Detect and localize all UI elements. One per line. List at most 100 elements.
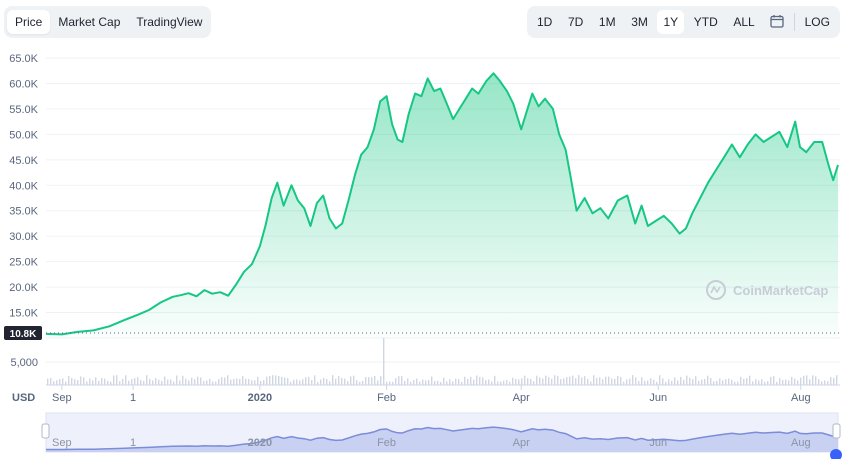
tab-market-cap[interactable]: Market Cap <box>58 15 121 29</box>
y-tick-label: 35.0K <box>9 206 38 218</box>
volume-bar <box>293 379 295 385</box>
y-tick-label: 60.0K <box>9 78 38 90</box>
volume-bar <box>698 380 700 385</box>
volume-bar <box>584 376 586 385</box>
volume-bar <box>209 378 211 385</box>
volume-bar <box>194 379 196 385</box>
volume-bar <box>245 378 247 385</box>
volume-bar <box>380 376 382 385</box>
volume-bar <box>722 380 724 385</box>
volume-bar <box>416 378 418 385</box>
x-axis: Sep 1 2020 Feb Apr Jun Aug <box>52 385 811 404</box>
volume-bar <box>251 380 253 385</box>
volume-bar <box>404 380 406 385</box>
volume-bar <box>230 379 232 385</box>
volume-bar <box>755 379 757 385</box>
volume-bar <box>797 380 799 385</box>
volume-bar <box>128 380 130 385</box>
range-1y[interactable]: 1Y <box>657 10 685 34</box>
volume-bar <box>443 377 445 385</box>
y-tick-label: 20.0K <box>9 282 38 294</box>
volume-bar <box>728 378 730 385</box>
volume-bar <box>821 381 823 385</box>
volume-bar <box>545 375 547 385</box>
volume-bar <box>479 376 481 385</box>
volume-bar <box>638 380 640 385</box>
volume-bar <box>641 377 643 385</box>
navigator[interactable]: Sep 1 2020 Feb Apr Jun Aug <box>41 412 841 453</box>
navigator-area <box>46 427 838 452</box>
volume-bar <box>353 375 355 385</box>
volume-bar <box>593 375 595 385</box>
volume-bar <box>485 380 487 385</box>
volume-bar <box>776 381 778 385</box>
volume-bar <box>437 380 439 385</box>
volume-bar <box>440 381 442 385</box>
volume-bar <box>332 375 334 385</box>
volume-bar <box>206 380 208 385</box>
volume-bar <box>467 378 469 385</box>
range-7d[interactable]: 7D <box>567 15 584 29</box>
navigator-scroll-button[interactable] <box>830 449 842 459</box>
range-1m[interactable]: 1M <box>598 15 616 29</box>
navigator-left-handle[interactable] <box>41 423 50 439</box>
volume-bar <box>275 375 277 385</box>
volume-bar <box>767 381 769 385</box>
volume-bar <box>833 377 835 385</box>
volume-bar <box>758 380 760 385</box>
volume-bar <box>263 380 265 385</box>
volume-bar <box>143 380 145 385</box>
tab-price[interactable]: Price <box>7 10 51 34</box>
volume-bar <box>611 378 613 385</box>
volume-bar <box>140 380 142 385</box>
volume-bar <box>455 378 457 385</box>
range-all[interactable]: ALL <box>733 15 755 29</box>
volume-bar <box>434 381 436 385</box>
volume-bar <box>734 381 736 385</box>
y-tick-label: 25.0K <box>9 257 38 269</box>
volume-bar <box>80 376 82 385</box>
volume-bar <box>272 375 274 385</box>
volume-bar <box>617 375 619 385</box>
volume-bar <box>281 376 283 385</box>
navigator-axis: Sep 1 2020 Feb Apr Jun Aug <box>52 437 811 449</box>
y-tick-label: 55.0K <box>9 104 38 116</box>
volume-bar <box>86 381 88 385</box>
currency-label: USD <box>12 392 35 404</box>
volume-bar <box>158 379 160 385</box>
volume-bar <box>629 378 631 385</box>
start-price-label: 10.8K <box>4 326 42 340</box>
range-3m[interactable]: 3M <box>631 15 648 29</box>
volume-bar <box>413 380 415 385</box>
volume-bar <box>392 381 394 385</box>
volume-bar <box>662 378 664 385</box>
volume-bar <box>476 375 478 385</box>
navigator-right-handle[interactable] <box>832 423 841 439</box>
volume-bar <box>794 378 796 385</box>
price-area <box>46 73 838 339</box>
volume-bar <box>431 376 433 385</box>
volume-bar <box>407 378 409 385</box>
volume-bar <box>761 379 763 385</box>
volume-bar <box>689 377 691 385</box>
tab-tradingview[interactable]: TradingView <box>136 15 203 29</box>
volume-bar <box>713 381 715 385</box>
volume-bar <box>149 378 151 385</box>
volume-bar <box>227 375 229 385</box>
volume-bars <box>47 338 838 385</box>
navigator-tick-label: Apr <box>513 437 530 449</box>
volume-bar <box>224 377 226 385</box>
range-1d[interactable]: 1D <box>537 15 553 29</box>
volume-bar <box>320 379 322 385</box>
log-toggle[interactable]: LOG <box>804 15 830 29</box>
navigator-tick-label: 2020 <box>248 437 272 449</box>
volume-tick: 5,000 <box>10 357 38 369</box>
volume-bar <box>107 380 109 385</box>
calendar-button[interactable] <box>764 9 790 36</box>
volume-bar <box>686 375 688 385</box>
volume-bar <box>704 379 706 385</box>
range-ytd[interactable]: YTD <box>693 15 718 29</box>
volume-bar <box>323 377 325 385</box>
volume-bar <box>512 377 514 385</box>
